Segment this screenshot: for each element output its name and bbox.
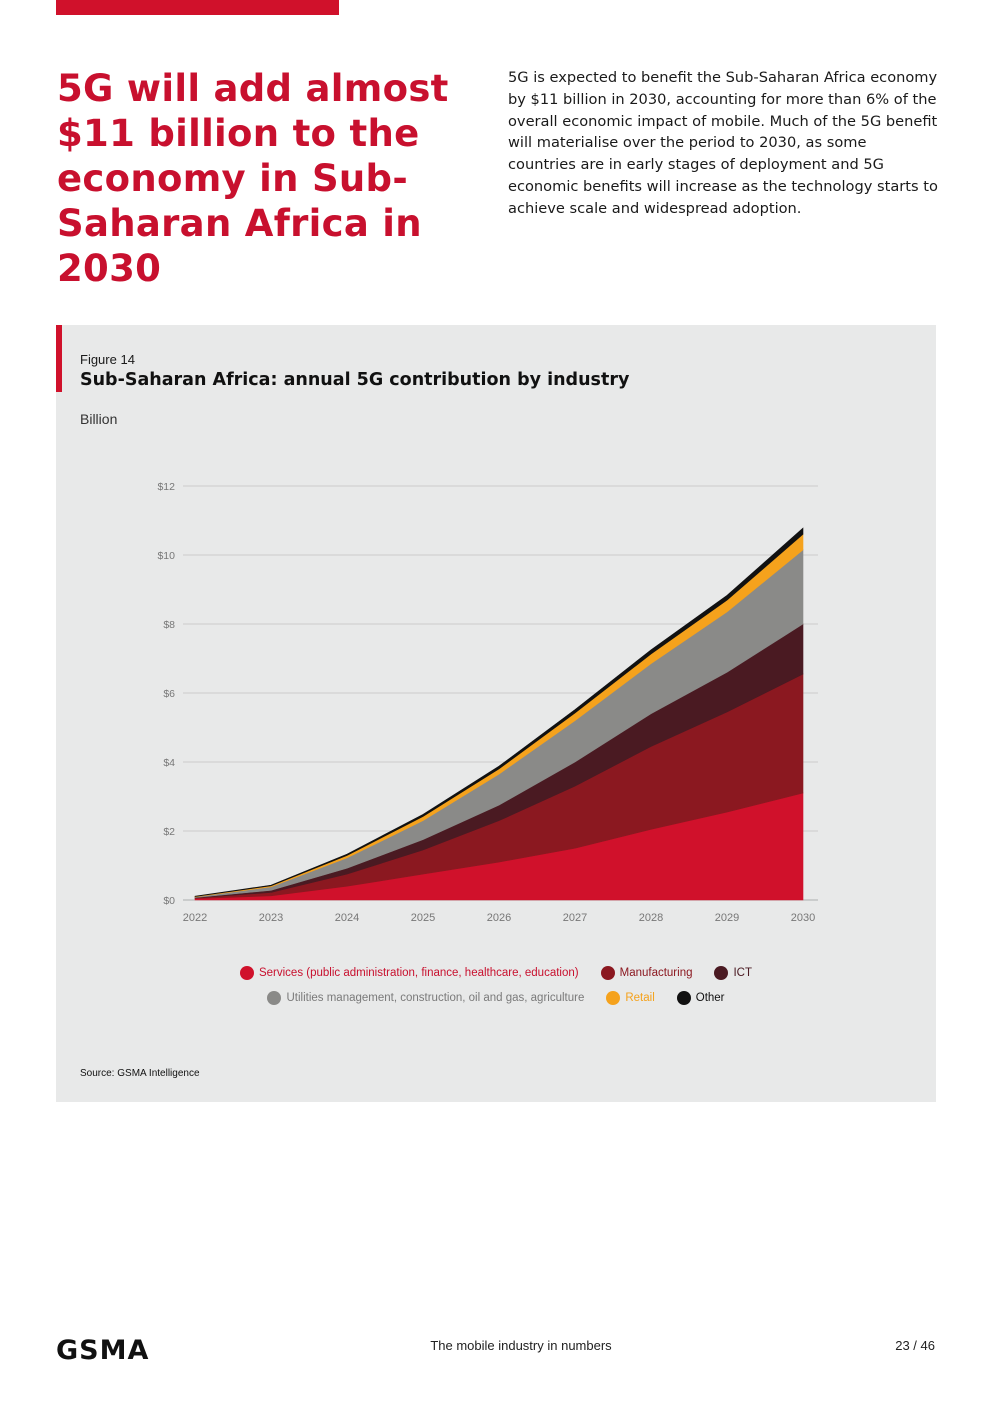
legend-label: Retail — [625, 992, 655, 1004]
legend-item: ICT — [714, 966, 752, 980]
legend-swatch — [600, 966, 615, 980]
source-note: Source: GSMA Intelligence — [80, 1068, 200, 1079]
figure-panel: Figure 14 Sub-Saharan Africa: annual 5G … — [56, 325, 936, 1102]
legend-label: Services (public administration, finance… — [258, 967, 579, 979]
x-tick-label: 2030 — [791, 912, 815, 924]
legend-label: Other — [695, 992, 725, 1004]
legend-swatch — [267, 991, 282, 1005]
gsma-logo: GSMA — [56, 1335, 150, 1366]
page-number: 23 / 46 — [895, 1338, 935, 1353]
legend-label: Utilities management, construction, oil … — [286, 992, 585, 1004]
legend-item: Other — [676, 991, 725, 1005]
legend-label: ICT — [733, 967, 753, 979]
x-tick-label: 2029 — [715, 912, 739, 924]
top-accent-bar — [56, 0, 339, 15]
legend-row-2: Utilities management, construction, oil … — [56, 991, 936, 1005]
figure-title: Sub-Saharan Africa: annual 5G contributi… — [80, 370, 630, 390]
figure-accent-bar — [56, 325, 62, 392]
y-tick-label: $6 — [163, 688, 175, 700]
x-tick-label: 2025 — [411, 912, 435, 924]
y-tick-label: $12 — [157, 481, 175, 493]
legend-item: Manufacturing — [600, 966, 693, 980]
legend-item: Utilities management, construction, oil … — [267, 991, 584, 1005]
legend-swatch — [606, 991, 621, 1005]
legend-label: Manufacturing — [619, 967, 693, 979]
page-headline: 5G will add almost $11 billion to the ec… — [57, 67, 449, 290]
y-tick-label: $4 — [163, 757, 175, 769]
legend-item: Retail — [606, 991, 655, 1005]
y-tick-label: $10 — [157, 550, 175, 562]
unit-label: Billion — [80, 411, 118, 427]
y-tick-label: $2 — [163, 826, 175, 838]
area-series — [194, 527, 804, 897]
y-tick-label: $8 — [163, 619, 175, 631]
footer-title: The mobile industry in numbers — [430, 1338, 612, 1353]
x-tick-label: 2028 — [639, 912, 663, 924]
legend-item: Services (public administration, finance… — [239, 966, 579, 980]
x-tick-label: 2026 — [487, 912, 511, 924]
intro-paragraph: 5G is expected to benefit the Sub-Sahara… — [508, 69, 938, 217]
x-tick-label: 2027 — [563, 912, 587, 924]
y-tick-label: $0 — [163, 895, 175, 907]
legend-swatch — [239, 966, 254, 980]
stacked-area-chart: $0 $2 $4 $6 $8 $10 $12 2022 2023 2024 2025 2026 2027… — [157, 481, 818, 924]
x-tick-label: 2024 — [335, 912, 359, 924]
x-tick-label: 2022 — [183, 912, 207, 924]
legend-swatch — [714, 966, 729, 980]
legend-swatch — [676, 991, 691, 1005]
figure-label: Figure 14 — [80, 352, 135, 367]
legend-row-1: Services (public administration, finance… — [56, 966, 936, 980]
x-tick-label: 2023 — [259, 912, 283, 924]
